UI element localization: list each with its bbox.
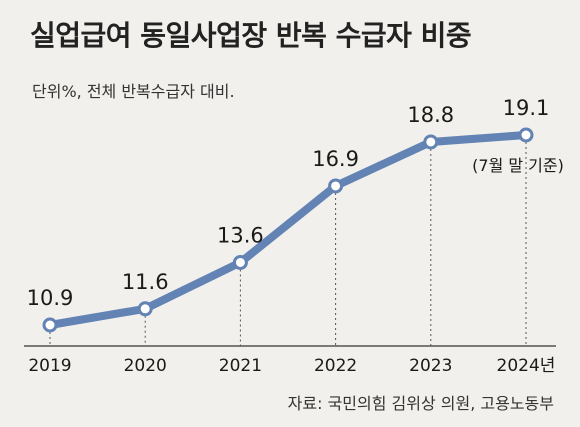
source-note: 자료: 국민의힘 김위상 의원, 고용노동부	[287, 394, 554, 413]
x-tick-label: 2020	[124, 356, 167, 376]
value-labels: 10.9 11.6 13.6 16.9 18.8 19.1	[27, 96, 550, 310]
x-tick-label: 2019	[28, 356, 71, 376]
chart-title: 실업급여 동일사업장 반복 수급자 비중	[30, 19, 472, 52]
data-point	[328, 178, 344, 194]
x-tick-labels: 2019 2020 2021 2022 2023 2024년	[28, 356, 555, 376]
value-label: 10.9	[27, 286, 74, 310]
value-label: 13.6	[217, 223, 264, 247]
guide-lines	[49, 142, 527, 346]
x-tick-label: 2023	[409, 356, 452, 376]
value-label: 11.6	[122, 270, 169, 294]
data-points	[42, 127, 534, 333]
data-point	[137, 301, 153, 317]
value-label: 18.8	[407, 103, 454, 127]
chart-subtitle: 단위%, 전체 반복수급자 대비.	[32, 82, 235, 101]
data-point	[423, 134, 439, 150]
x-tick-label: 2022	[314, 356, 357, 376]
data-point	[232, 254, 248, 270]
series-line	[46, 131, 530, 329]
data-point	[42, 317, 58, 333]
value-label: 19.1	[503, 96, 550, 120]
annotation-note: (7월 말 기준)	[472, 156, 564, 175]
value-label: 16.9	[312, 147, 359, 171]
x-tick-label: 2021	[219, 356, 262, 376]
x-tick-label: 2024년	[497, 356, 556, 376]
data-point	[518, 127, 534, 143]
